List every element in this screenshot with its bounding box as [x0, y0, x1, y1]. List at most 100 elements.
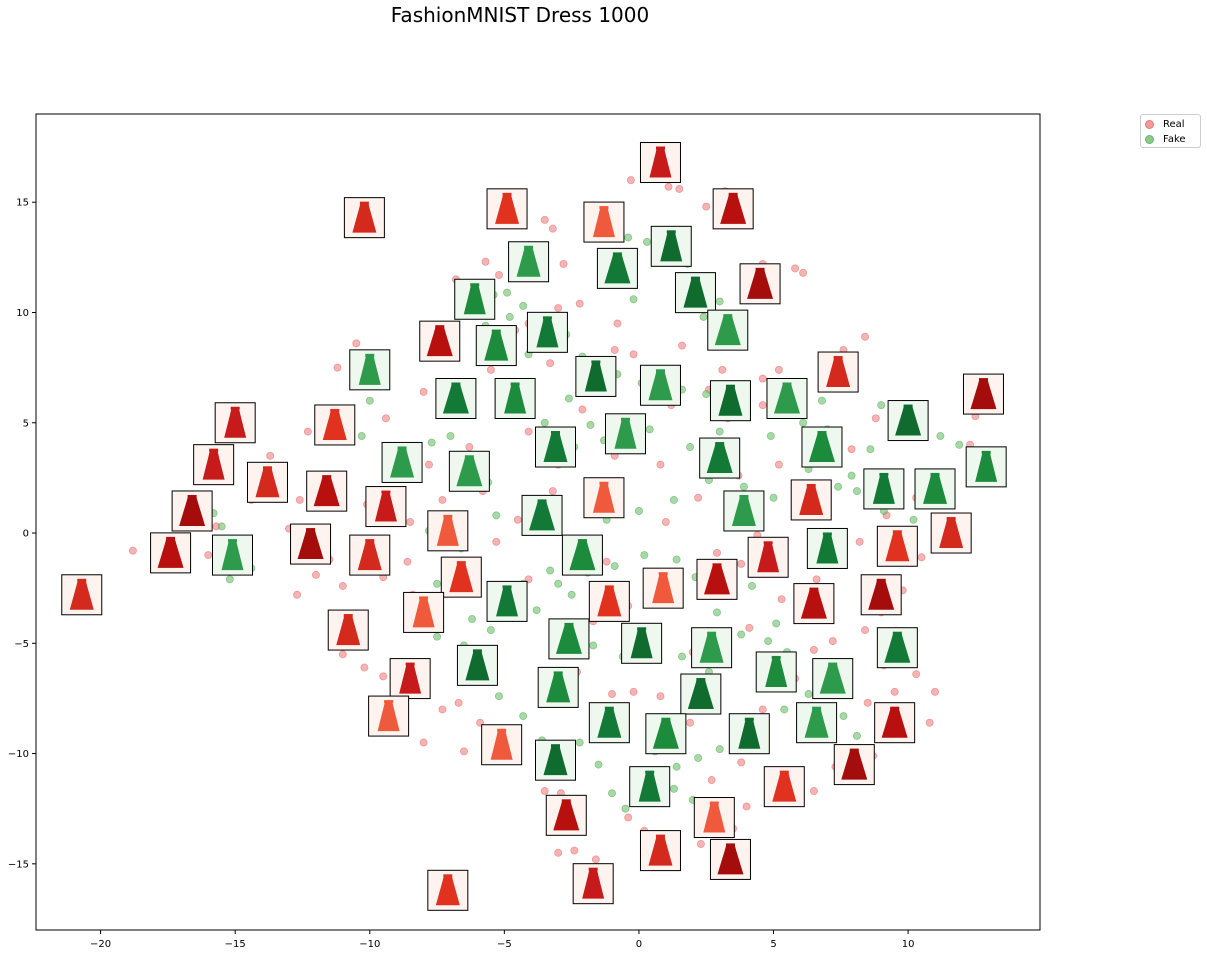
thumbnail-fake [537, 666, 579, 708]
thumbnail-real [343, 197, 385, 239]
data-point-real [608, 690, 617, 699]
data-point-real [791, 264, 800, 273]
data-point-real [855, 537, 864, 546]
thumbnail-fake [534, 739, 576, 781]
data-point-real [890, 687, 899, 696]
data-point-fake [640, 551, 649, 560]
data-point-fake [847, 471, 856, 480]
thumbnail-real [61, 574, 103, 616]
data-point-real [774, 460, 783, 469]
data-point-fake [672, 555, 681, 564]
x-tick-label: 0 [636, 939, 642, 950]
thumbnail-fake [629, 766, 671, 808]
thumbnail-real [306, 470, 348, 512]
thumbnail-fake [526, 311, 568, 353]
data-point-fake [594, 760, 603, 769]
data-point-real [540, 215, 549, 224]
thumbnail-real [583, 201, 625, 243]
thumbnail-fake [548, 618, 590, 660]
data-point-real [656, 460, 665, 469]
legend-marker-real [1145, 119, 1154, 129]
thumbnail-fake [494, 377, 536, 419]
thumbnail-fake [796, 702, 838, 744]
thumbnail-fake [448, 450, 490, 492]
legend-label-fake: Fake [1163, 133, 1186, 145]
data-point-real [742, 802, 751, 811]
data-point-fake [804, 690, 813, 699]
data-point-fake [766, 431, 775, 440]
data-point-fake [909, 515, 918, 524]
x-tick-label: −15 [225, 939, 246, 950]
data-point-real [546, 359, 555, 368]
data-point-fake [715, 427, 724, 436]
thumbnail-real [639, 142, 681, 184]
data-point-real [379, 672, 388, 681]
thumbnail-real [763, 766, 805, 808]
thumbnail-fake [812, 658, 854, 700]
chart-title: FashionMNIST Dress 1000 [390, 3, 650, 27]
data-point-fake [739, 482, 748, 491]
data-point-real [602, 557, 611, 566]
legend: Real Fake [1140, 114, 1201, 148]
data-point-fake [645, 425, 654, 434]
data-point-real [513, 515, 522, 524]
data-point-real [737, 559, 746, 568]
thumbnail-fake [508, 241, 550, 283]
thumbnail-real [572, 863, 614, 905]
thumbnail-real [962, 373, 1004, 415]
data-point-real [303, 427, 312, 436]
data-point-real [266, 451, 275, 460]
data-point-fake [780, 705, 789, 714]
data-point-real [381, 414, 390, 423]
data-point-real [540, 787, 549, 796]
data-point-real [917, 553, 926, 562]
data-point-real [758, 374, 767, 383]
thumbnail-real [427, 869, 469, 911]
data-point-real [128, 546, 137, 555]
y-tick-label: −5 [14, 639, 29, 650]
thumbnail-fake [596, 247, 638, 289]
data-point-fake [575, 738, 584, 747]
thumbnail-real [739, 263, 781, 305]
data-point-fake [492, 511, 501, 520]
data-point-fake [427, 438, 436, 447]
thumbnail-fake [707, 309, 749, 351]
data-point-real [486, 365, 495, 374]
thumbnail-real [427, 510, 469, 552]
thumbnail-real [314, 404, 356, 446]
thumbnail-fake [766, 377, 808, 419]
data-point-real [295, 495, 304, 504]
data-point-fake [839, 712, 848, 721]
thumbnail-real [349, 534, 391, 576]
data-point-fake [715, 297, 724, 306]
data-point-fake [629, 295, 638, 304]
thumbnail-fake [806, 527, 848, 569]
data-point-real [861, 332, 870, 341]
data-point-real [311, 570, 320, 579]
thumbnail-real [171, 490, 213, 532]
thumbnail-annotations [61, 142, 1007, 911]
y-tick-label: 5 [23, 418, 29, 429]
data-point-real [559, 259, 568, 268]
data-point-real [624, 813, 633, 822]
thumbnail-fake [604, 413, 646, 455]
y-tick-label: −15 [8, 859, 29, 870]
data-point-real [629, 687, 638, 696]
data-point-fake [712, 608, 721, 617]
thumbnail-real [150, 532, 192, 574]
thumbnail-real [440, 556, 482, 598]
thumbnail-fake [486, 580, 528, 622]
thumbnail-real [368, 695, 410, 737]
data-point-fake [433, 632, 442, 641]
data-point-real [664, 182, 673, 191]
thumbnail-real [817, 351, 859, 393]
x-tick-label: −10 [359, 939, 380, 950]
thumbnail-real [712, 188, 754, 230]
thumbnail-real [747, 536, 789, 578]
thumbnail-real [389, 658, 431, 700]
thumbnail-fake [521, 494, 563, 536]
thumbnail-fake [639, 364, 681, 406]
thumbnail-real [709, 838, 751, 880]
x-tick-label: 5 [770, 939, 776, 950]
data-point-fake [686, 443, 695, 452]
